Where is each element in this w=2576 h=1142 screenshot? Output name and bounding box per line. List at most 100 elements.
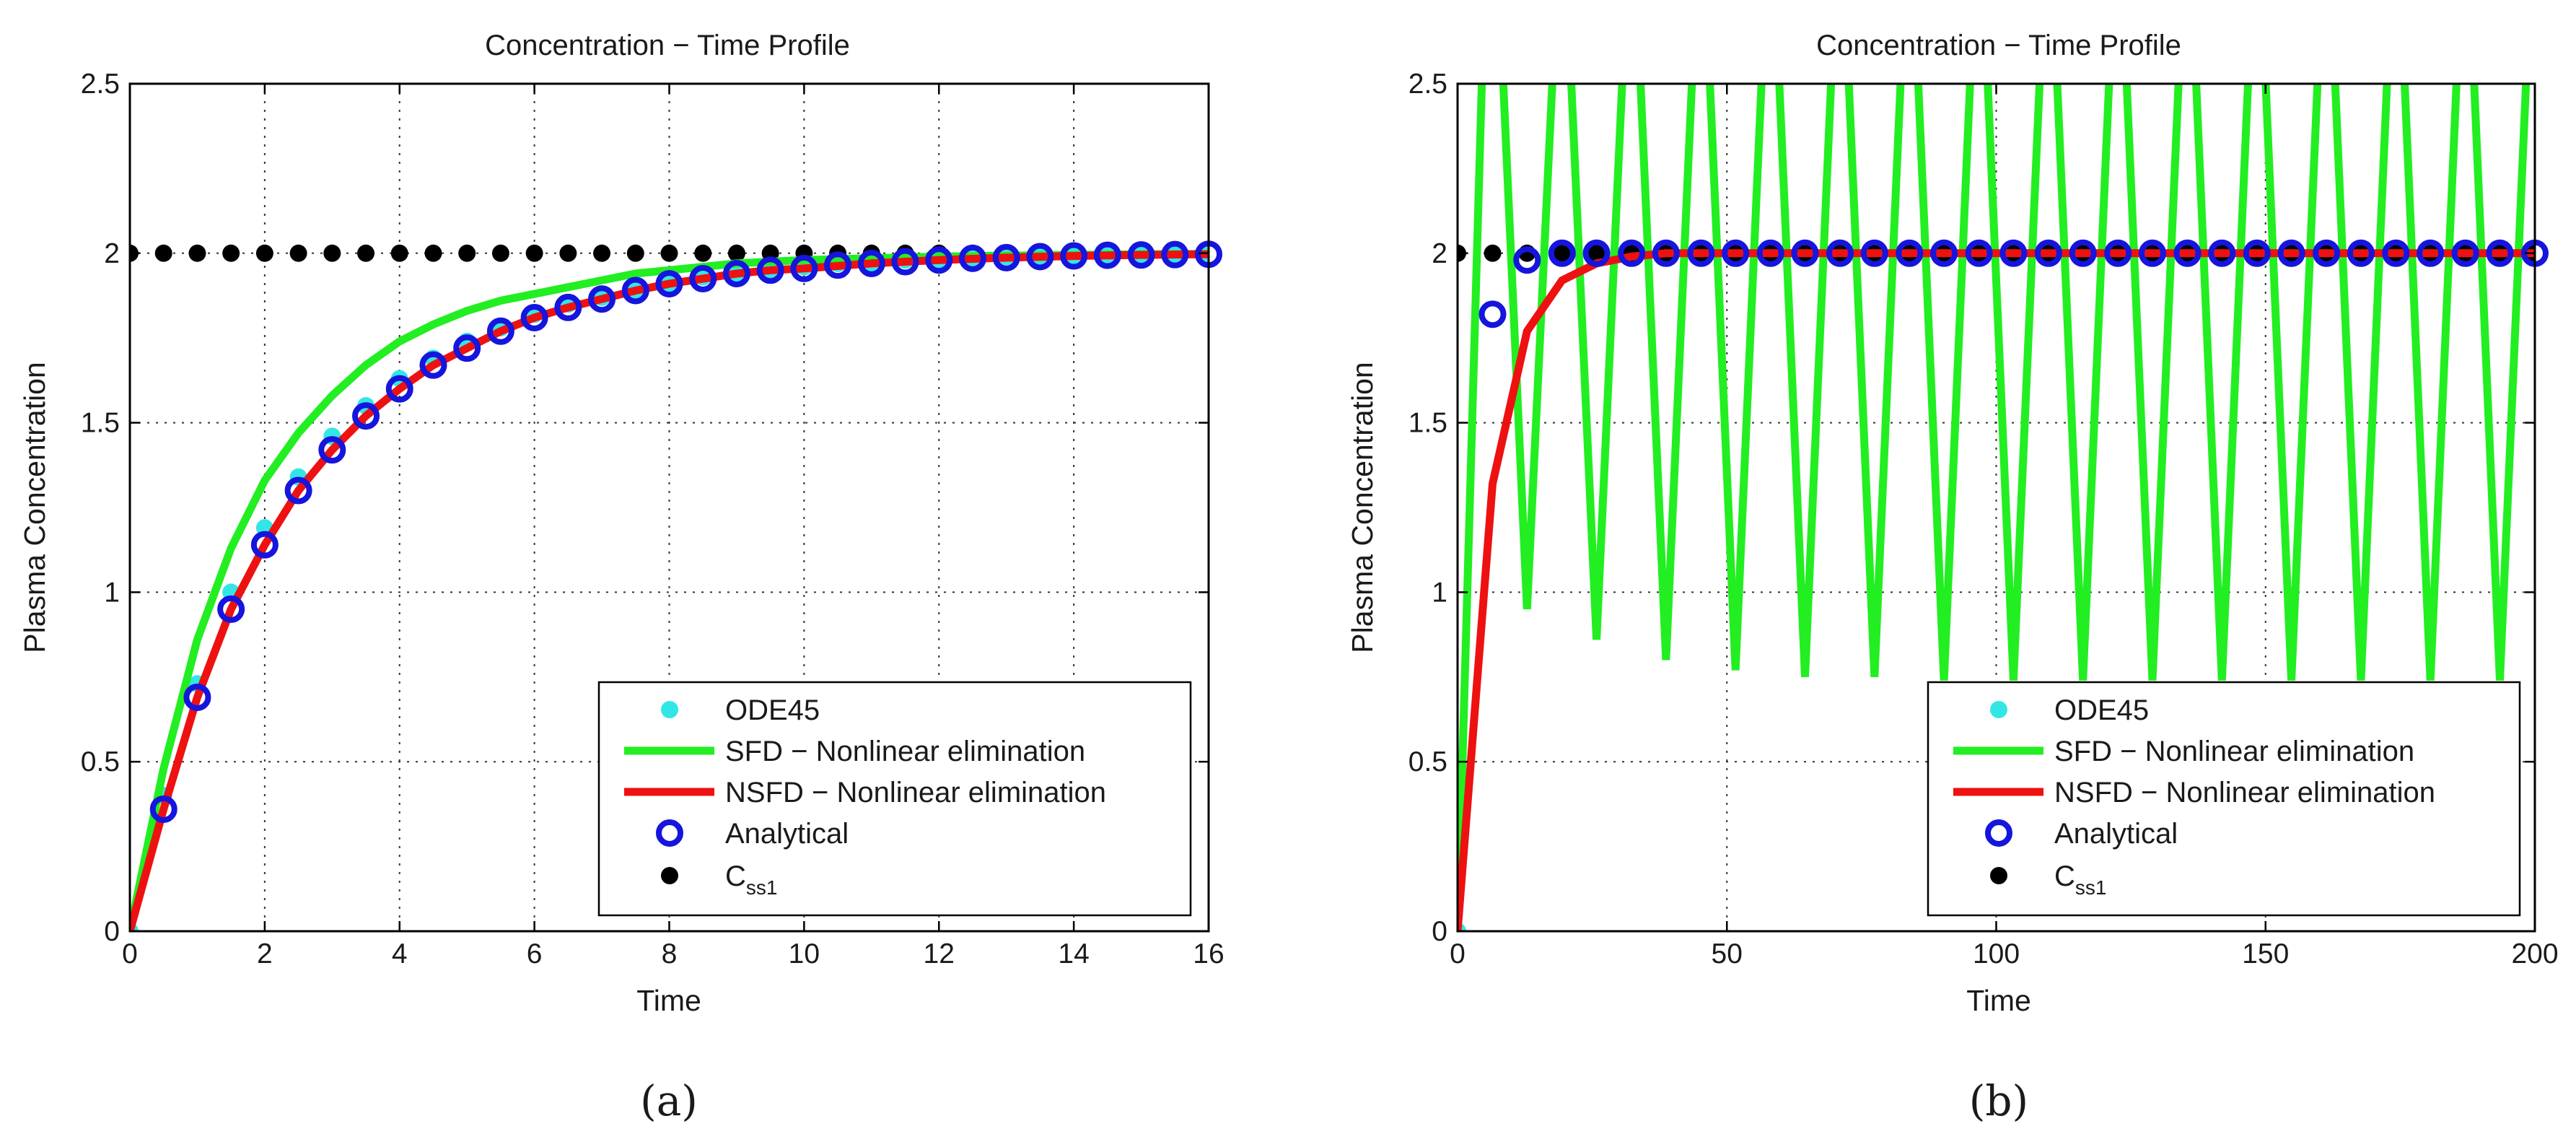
plot-markers [149, 240, 1222, 823]
css1-point [188, 244, 206, 262]
analytical-point [1965, 239, 1993, 267]
css1-point [323, 244, 341, 262]
analytical-point [1582, 239, 1611, 267]
analytical-point [790, 254, 818, 282]
analytical-point [2069, 239, 2097, 267]
analytical-point [2104, 239, 2132, 267]
css1-point [559, 244, 577, 262]
x-tick-label: 0 [1450, 938, 1466, 969]
analytical-point [250, 531, 279, 559]
x-axis-label: Time [636, 984, 701, 1017]
analytical-point [2417, 239, 2445, 267]
analytical-point [2277, 239, 2305, 267]
analytical-point [486, 317, 514, 345]
panel-a: Concentration − Time Profile 0 2 4 6 8 10 12 14… [18, 30, 1225, 1125]
x-tick-label: 10 [789, 938, 820, 969]
css1-point [593, 244, 611, 262]
y-tick-label: 2 [1432, 238, 1447, 269]
x-tick-label: 14 [1058, 938, 1089, 969]
css1-point [154, 244, 172, 262]
legend-label-ode45: ODE45 [2054, 694, 2149, 726]
analytical-point [2382, 239, 2410, 267]
analytical-point [2486, 239, 2514, 267]
analytical-point [588, 285, 616, 313]
analytical-point [857, 249, 885, 277]
analytical-point [1026, 243, 1054, 271]
x-tick-label: 100 [1973, 938, 2020, 969]
analytical-point [1161, 240, 1189, 269]
analytical-point [1896, 239, 1924, 267]
analytical-point [419, 351, 447, 379]
analytical-point [1722, 239, 1750, 267]
analytical-point [992, 243, 1020, 271]
y-tick-label: 2.5 [1409, 69, 1447, 100]
css1-point [694, 244, 712, 262]
css1-point [289, 244, 307, 262]
y-tick-label: 1 [104, 577, 120, 608]
analytical-point [318, 436, 346, 464]
y-tick-label: 1.5 [81, 408, 120, 439]
panel-b: Concentration − Time Profile 0 50 100 150 20… [1346, 30, 2559, 1125]
analytical-point [689, 265, 717, 293]
y-axis-label: Plasma Concentration [1346, 362, 1379, 653]
legend-label-nsfd: NSFD − Nonlinear elimination [2054, 777, 2435, 808]
analytical-point [1127, 241, 1155, 269]
analytical-point [1999, 239, 2028, 267]
series-line-sfd [1458, 84, 2531, 931]
legend-label-analytical: Analytical [2054, 818, 2178, 850]
analytical-point [2347, 239, 2375, 267]
analytical-point [149, 795, 178, 823]
legend-label-css1: Css1 [725, 860, 777, 899]
x-tick-label: 16 [1193, 938, 1224, 969]
analytical-point [284, 476, 312, 505]
y-axis-label: Plasma Concentration [18, 362, 51, 653]
analytical-point [385, 375, 413, 403]
analytical-point [1618, 239, 1646, 267]
x-tick-label: 6 [527, 938, 543, 969]
css1-point [357, 244, 375, 262]
legend-box [597, 681, 1192, 917]
chart-title: Concentration − Time Profile [485, 30, 850, 61]
x-tick-label: 4 [392, 938, 408, 969]
legend-marker-analytical [656, 819, 683, 847]
x-tick-label: 200 [2511, 938, 2558, 969]
css1-point [390, 244, 408, 262]
analytical-point [352, 402, 380, 430]
analytical-point [453, 334, 481, 362]
analytical-point [2034, 239, 2062, 267]
legend-label-analytical: Analytical [725, 818, 849, 850]
y-tick-label: 1 [1432, 577, 1447, 608]
analytical-point [1060, 242, 1088, 270]
analytical-point [1826, 239, 1854, 267]
analytical-point [756, 256, 784, 284]
css1-point [1484, 244, 1502, 262]
css1-point [727, 244, 745, 262]
analytical-point [2173, 239, 2202, 267]
y-tick-label: 2 [104, 238, 120, 269]
y-tick-label: 1.5 [1409, 408, 1447, 439]
panel-label: (b) [1969, 1076, 2028, 1125]
legend-marker-ode45 [1990, 701, 2007, 718]
analytical-point [824, 251, 852, 279]
x-tick-label: 2 [257, 938, 273, 969]
legend: ODE45 SFD − Nonlinear elimination NSFD −… [597, 681, 1192, 917]
analytical-point [1093, 241, 1121, 269]
legend-label-sfd: SFD − Nonlinear elimination [2054, 736, 2414, 767]
x-tick-label: 50 [1712, 938, 1743, 969]
legend-marker-analytical [1985, 819, 2012, 847]
legend-label-css1: Css1 [2054, 860, 2106, 899]
chart-title: Concentration − Time Profile [1816, 30, 2181, 61]
legend-marker-css1 [661, 867, 678, 884]
css1-point [255, 244, 273, 262]
css1-point [458, 244, 476, 262]
analytical-point [1478, 300, 1507, 328]
analytical-point [1860, 239, 1888, 267]
css1-point [525, 244, 543, 262]
analytical-point [2208, 239, 2236, 267]
analytical-point [621, 276, 649, 305]
plot-markers [1478, 239, 2549, 328]
analytical-point [1930, 239, 1958, 267]
legend-label-ode45: ODE45 [725, 694, 820, 726]
plot-lines [1458, 84, 2535, 931]
